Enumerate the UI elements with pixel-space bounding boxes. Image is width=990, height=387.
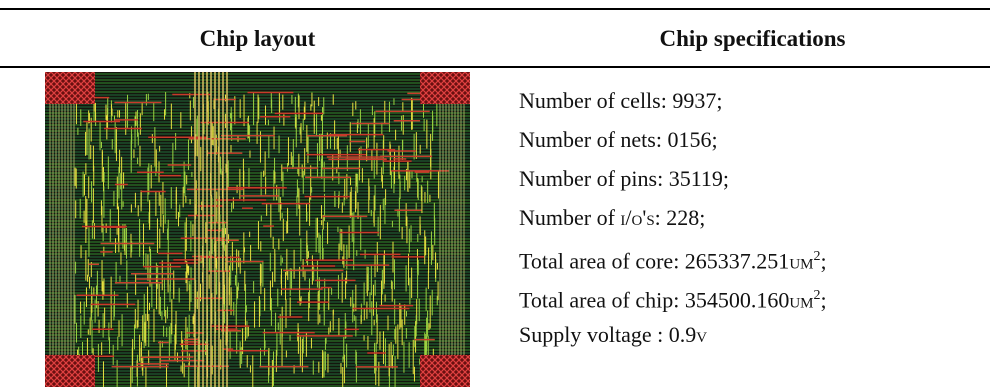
spec-line: Number of I/O's: 228;	[519, 201, 827, 240]
header-left: Chip layout	[10, 26, 505, 52]
spec-text: um	[789, 287, 813, 312]
spec-text: Supply voltage : 0.9	[519, 322, 696, 347]
spec-text: I/O's	[620, 205, 654, 230]
spec-text: Total area of chip: 354500.160	[519, 287, 789, 312]
spec-text: 2	[814, 288, 821, 303]
spec-line: Total area of core: 265337.251um2;	[519, 240, 827, 279]
spec-text: Number of	[519, 205, 620, 230]
top-rule	[0, 8, 990, 10]
spec-text: ;	[821, 287, 827, 312]
spec-line: Number of pins: 35119;	[519, 162, 827, 201]
spec-text: Number of pins: 35119;	[519, 166, 729, 191]
chip-layout-image	[45, 72, 470, 387]
spec-line: Number of nets: 0156;	[519, 123, 827, 162]
header-right: Chip specifications	[505, 26, 990, 52]
spec-text: Number of cells: 9937;	[519, 88, 722, 113]
spec-line: Number of cells: 9937;	[519, 84, 827, 123]
spec-text: ;	[820, 248, 826, 273]
spec-text: Total area of core: 265337.251	[519, 248, 789, 273]
header-rule	[0, 66, 990, 68]
spec-text: : 228;	[655, 205, 706, 230]
spec-line: Supply voltage : 0.9v	[519, 318, 827, 357]
spec-text: v	[696, 322, 707, 347]
spec-line: Total area of chip: 354500.160um2;	[519, 279, 827, 318]
spec-list: Number of cells: 9937; Number of nets: 01…	[519, 84, 827, 357]
spec-text: Number of nets: 0156;	[519, 127, 718, 152]
spec-text: um	[789, 248, 813, 273]
page: Chip layout Chip specifications Number o…	[0, 0, 990, 387]
